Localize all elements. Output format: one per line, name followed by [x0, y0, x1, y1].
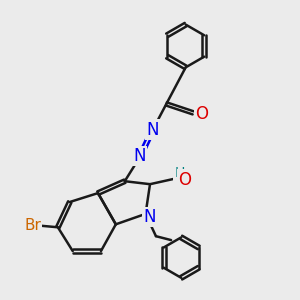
Text: Br: Br [24, 218, 41, 233]
Text: H: H [175, 166, 185, 180]
Text: N: N [147, 121, 159, 139]
Text: O: O [195, 105, 208, 123]
Text: N: N [133, 147, 146, 165]
Text: N: N [144, 208, 156, 226]
Text: O: O [178, 171, 192, 189]
